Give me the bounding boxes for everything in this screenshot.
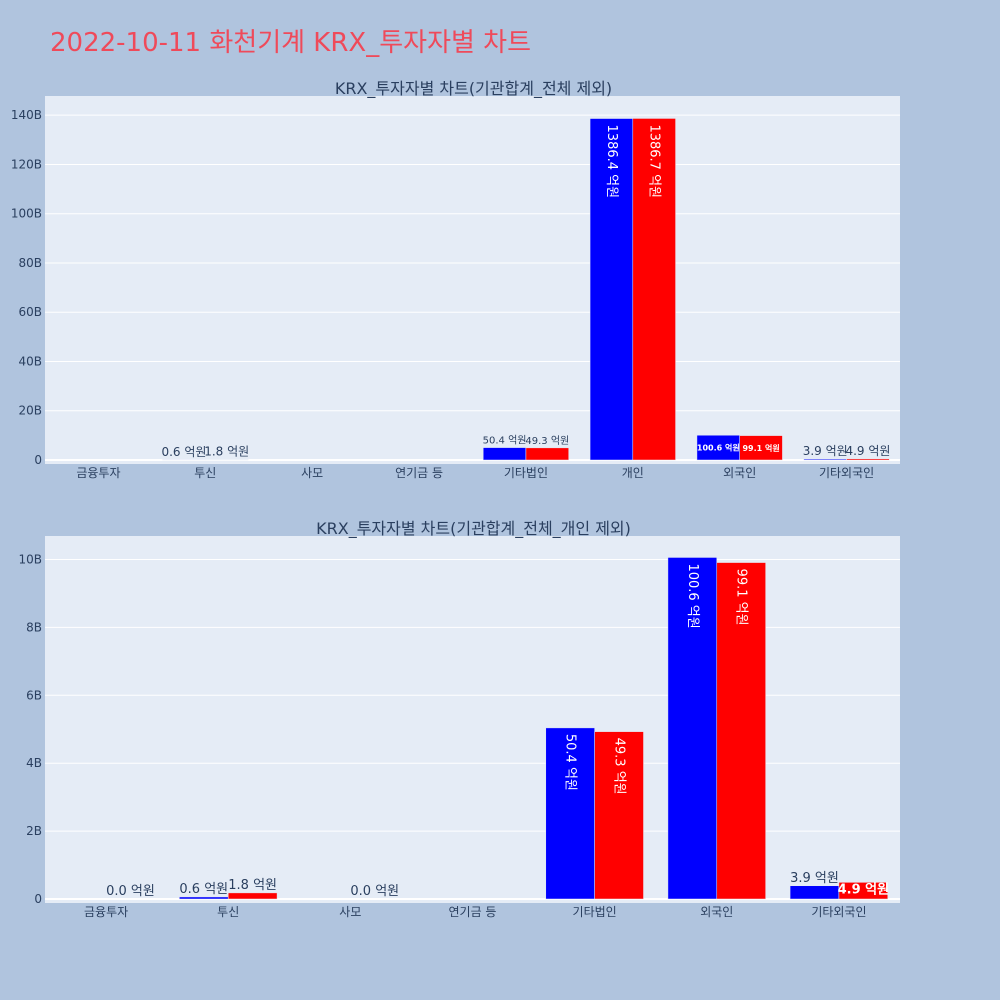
chart-2: 0 2B 4B 6B 8B 10B KRX_투자자별 차트(기관합계_전체_개인 제외) 금융…	[18, 519, 900, 919]
x-tick-label: 기타외국인	[811, 905, 866, 919]
bar-value-label: 100.6 억원	[697, 443, 740, 453]
bar-value-label: 0.0 억원	[106, 884, 155, 899]
plot-area	[45, 96, 900, 464]
x-tick-label: 금융투자	[84, 905, 128, 919]
bar-value-label: 100.6 억원	[685, 563, 700, 628]
x-tick-label: 기타외국인	[819, 466, 874, 480]
x-tick-label: 기타법인	[573, 905, 617, 919]
bar-value-label: 50.4 억원	[563, 734, 578, 791]
x-tick-label: 연기금 등	[449, 905, 497, 919]
chart-title: KRX_투자자별 차트(기관합계_전체_개인 제외)	[316, 519, 631, 539]
bar-value-label: 4.9 억원	[845, 444, 890, 458]
y-tick-label: 20B	[18, 404, 42, 418]
bar	[667, 557, 718, 900]
y-tick-label: 140B	[11, 108, 42, 122]
x-tick-label: 사모	[301, 466, 323, 480]
bar-value-label: 99.1 억원	[742, 443, 779, 453]
bar-value-label: 3.9 억원	[790, 871, 839, 886]
bar-value-label: 1386.7 억원	[647, 124, 662, 198]
page-title: 2022-10-11 화천기계 KRX_투자자별 차트	[50, 28, 532, 58]
bar	[838, 882, 889, 900]
bar-value-label: 1386.4 억원	[604, 125, 619, 199]
bar-value-label: 3.9 억원	[803, 444, 848, 458]
bar-value-label: 4.9 억원	[838, 883, 889, 898]
bar	[227, 892, 278, 900]
bar-value-label: 1.8 억원	[204, 445, 249, 459]
x-tick-label: 외국인	[723, 466, 756, 480]
bar-value-label: 0.6 억원	[161, 445, 206, 459]
bar-value-label: 0.0 억원	[350, 884, 399, 899]
bar	[789, 885, 840, 900]
chart-1: 0 20B 40B 60B 80B 100B 120B 140B KRX_투자자별 차트(기관합…	[11, 79, 900, 480]
y-tick-label: 120B	[11, 157, 42, 171]
y-tick-label: 80B	[18, 256, 42, 270]
y-tick-label: 0	[34, 453, 42, 467]
y-tick-label: 100B	[11, 207, 42, 221]
bar-value-label: 0.6 억원	[179, 882, 228, 897]
x-tick-label: 기타법인	[504, 466, 548, 480]
x-tick-label: 외국인	[700, 905, 733, 919]
bar	[716, 562, 766, 900]
y-tick-label: 60B	[18, 305, 42, 319]
bar-value-label: 1.8 억원	[228, 878, 277, 893]
bar	[482, 447, 527, 461]
x-tick-label: 투신	[194, 466, 216, 480]
bar-value-label: 50.4 억원	[483, 435, 527, 447]
bar	[803, 458, 847, 461]
y-tick-label: 2B	[26, 824, 42, 838]
bar-value-label: 49.3 억원	[525, 435, 569, 447]
y-tick-label: 0	[34, 892, 42, 906]
y-tick-label: 10B	[18, 553, 42, 567]
bar-value-label: 99.1 억원	[734, 569, 749, 626]
x-tick-label: 연기금 등	[395, 466, 443, 480]
x-tick-label: 투신	[217, 905, 239, 919]
bar	[525, 447, 569, 461]
bar-value-label: 49.3 억원	[612, 738, 627, 795]
bar	[179, 896, 229, 900]
x-tick-label: 금융투자	[76, 466, 120, 480]
y-tick-label: 6B	[26, 688, 42, 702]
plot-area	[45, 536, 900, 903]
bar	[589, 118, 634, 461]
y-tick-label: 40B	[18, 354, 42, 368]
bar	[594, 731, 644, 900]
bar	[846, 458, 890, 461]
chart-title: KRX_투자자별 차트(기관합계_전체 제외)	[335, 79, 612, 99]
x-tick-label: 개인	[622, 466, 644, 480]
y-tick-label: 4B	[26, 756, 42, 770]
bar	[739, 435, 783, 461]
y-tick-label: 8B	[26, 620, 42, 634]
x-tick-label: 사모	[339, 905, 361, 919]
bar	[632, 118, 676, 461]
